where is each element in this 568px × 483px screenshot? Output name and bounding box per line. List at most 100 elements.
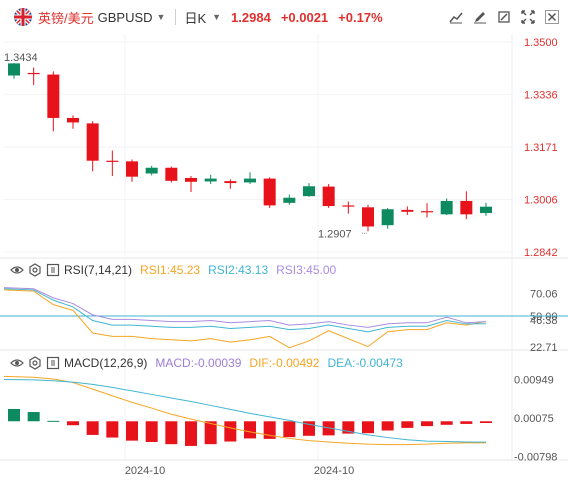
macd-bar — [440, 421, 453, 425]
candle-body — [224, 181, 237, 184]
last-price: 1.2984 — [231, 9, 271, 25]
candle-body — [8, 63, 20, 76]
macd-axis-label: -0.00798 — [514, 451, 557, 463]
candle-body — [185, 177, 197, 182]
toolbar — [446, 7, 562, 27]
rsi-header: RSI(7,14,21) RSI1:45.23 RSI2:43.13 RSI3:… — [10, 263, 344, 277]
settings-icon[interactable] — [28, 263, 42, 277]
candle-body — [86, 123, 99, 161]
uk-flag-icon — [14, 8, 32, 26]
info-icon[interactable] — [46, 263, 60, 277]
macd-bar — [185, 421, 197, 446]
chevron-down-icon: ▼ — [156, 12, 166, 22]
macd-bar — [106, 421, 119, 438]
time-axis-label: 2024-10 — [314, 465, 354, 477]
price-change-pct: +0.17% — [338, 9, 383, 25]
candle-body — [440, 200, 453, 215]
period-selector[interactable]: 日K — [184, 10, 207, 26]
macd-bar — [27, 412, 40, 422]
macd-bar — [401, 421, 414, 428]
rsi-axis-label: 46.38 — [530, 315, 558, 327]
info-icon[interactable] — [46, 356, 60, 370]
macd-bar — [67, 421, 79, 426]
macd-bar — [480, 421, 492, 423]
price-axis-label: 1.3171 — [524, 142, 558, 154]
rsi3-value: RSI3:45.00 — [276, 263, 337, 277]
rsi-axis-label: 22.71 — [530, 342, 558, 354]
rsi-line-rsi1 — [3, 289, 487, 349]
candle-body — [165, 167, 178, 181]
rsi-axis-label: 70.06 — [530, 288, 558, 300]
symbol-code: GBPUSD — [97, 9, 153, 25]
candle-body — [106, 160, 119, 162]
macd-name: MACD(12,26,9) — [64, 356, 148, 370]
candle-body — [204, 178, 217, 182]
macd-bar — [8, 408, 20, 422]
candle-body — [67, 117, 79, 123]
dif-value: DIF:-0.00492 — [249, 356, 320, 370]
rsi1-value: RSI1:45.23 — [140, 263, 201, 277]
macd-bar — [145, 421, 158, 442]
macd-bar — [283, 421, 296, 438]
macd-header: MACD(12,26,9) MACD:-0.00039 DIF:-0.00492… — [10, 356, 411, 370]
eye-icon[interactable] — [10, 263, 24, 277]
rsi2-value: RSI2:43.13 — [208, 263, 269, 277]
candle-body — [322, 186, 335, 207]
chart-type-icon[interactable] — [446, 7, 466, 27]
candle-body — [362, 207, 374, 227]
macd-axis-label: 0.00075 — [514, 413, 554, 425]
macd-value: MACD:-0.00039 — [155, 356, 242, 370]
candle-body — [303, 186, 315, 197]
macd-bar — [362, 421, 374, 434]
macd-bar — [86, 421, 99, 435]
candle-body — [126, 161, 138, 177]
macd-bar — [421, 421, 433, 427]
candle-body — [244, 178, 256, 183]
close-icon[interactable] — [542, 7, 562, 27]
macd-bar — [165, 421, 178, 445]
settings-icon[interactable] — [28, 356, 42, 370]
price-change: +0.0021 — [280, 9, 329, 25]
price-axis-label: 1.2842 — [524, 247, 558, 259]
dif-line — [3, 375, 487, 446]
macd-bar — [126, 421, 138, 441]
price-axis-label: 1.3336 — [524, 89, 558, 101]
price-axis-label: 1.3006 — [524, 195, 558, 207]
chart-header: 英镑/美元 GBPUSD ▼ 日K ▼ 1.2984 +0.0021 +0.17… — [0, 0, 568, 34]
macd-bar — [244, 421, 256, 439]
candle-body — [460, 200, 473, 215]
chevron-down-icon: ▼ — [212, 12, 222, 22]
eye-icon[interactable] — [10, 356, 24, 370]
candle-body — [401, 209, 414, 212]
symbol-name-cn: 英镑/美元 — [38, 10, 94, 26]
max-price-annotation: 1.3434 — [4, 52, 38, 64]
dea-line — [3, 378, 487, 443]
rsi-line-rsi3 — [3, 287, 487, 328]
divider — [175, 9, 177, 25]
candle-body — [47, 74, 60, 118]
macd-bar — [47, 420, 60, 422]
macd-bar — [460, 421, 473, 424]
macd-bar — [224, 421, 237, 442]
fullscreen-icon[interactable] — [518, 7, 538, 27]
candle-body — [283, 197, 296, 203]
candle-body — [480, 206, 492, 214]
candle-body — [145, 167, 158, 174]
symbol-selector[interactable]: 英镑/美元 GBPUSD ▼ — [14, 8, 165, 27]
draw-pen-icon[interactable] — [470, 7, 490, 27]
macd-bar — [381, 421, 394, 431]
dea-value: DEA:-0.00473 — [327, 356, 403, 370]
edit-icon[interactable] — [494, 7, 514, 27]
rsi-name: RSI(7,14,21) — [64, 263, 133, 277]
macd-axis-label: 0.00949 — [514, 375, 554, 387]
candle-body — [421, 211, 433, 213]
candle-body — [27, 72, 40, 75]
time-axis-label: 2024-10 — [125, 465, 165, 477]
macd-bar — [204, 421, 217, 445]
rsi-line-rsi2 — [3, 288, 487, 333]
rsi-axis-label: 50.00 — [530, 311, 558, 323]
price-axis-label: 1.3500 — [524, 37, 558, 49]
candle-body — [381, 209, 394, 226]
min-price-annotation: 1.2907 — [318, 228, 352, 240]
